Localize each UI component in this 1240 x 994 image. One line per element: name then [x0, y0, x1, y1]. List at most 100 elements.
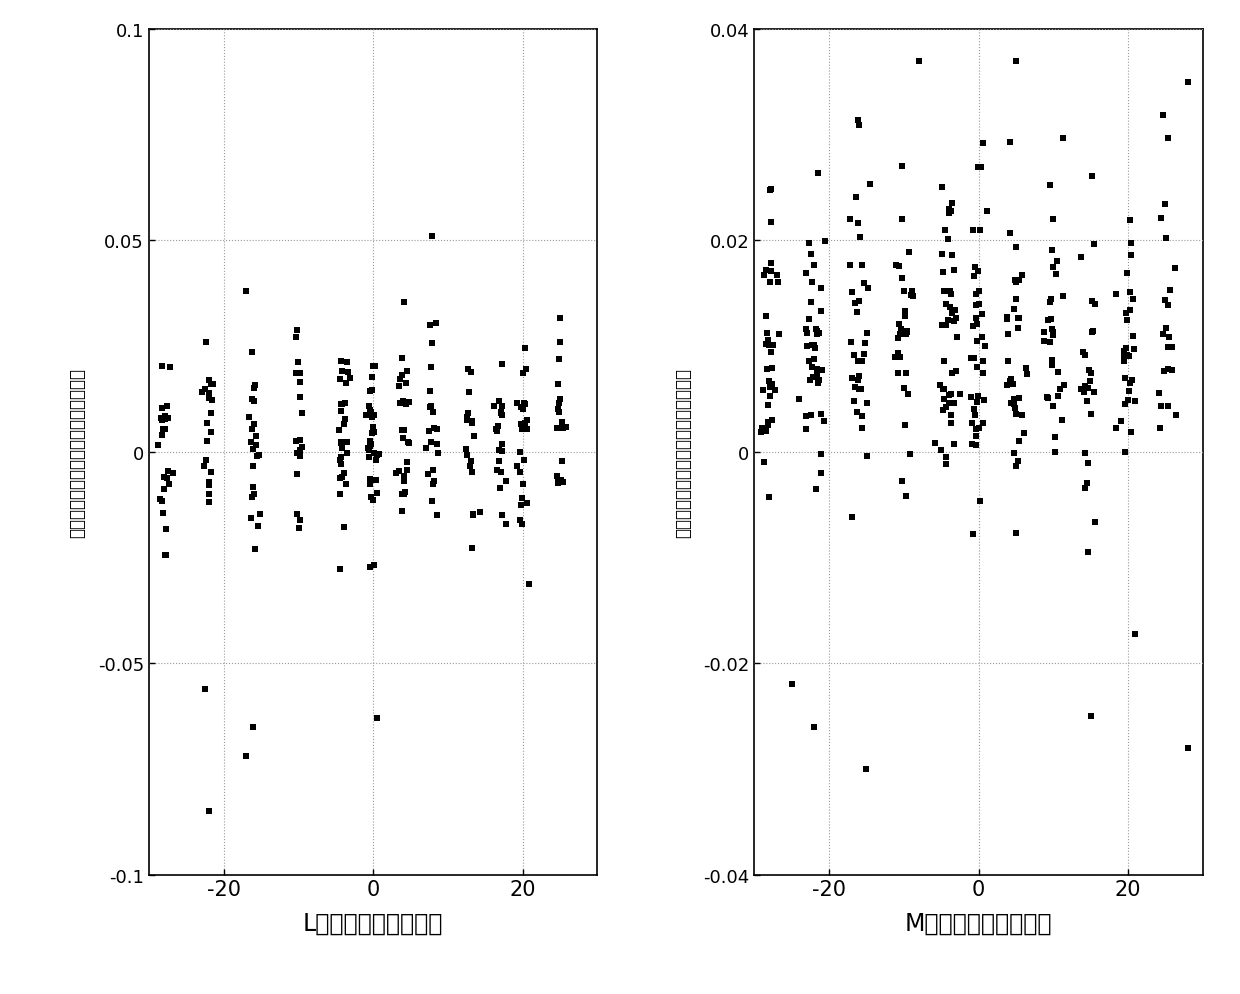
Point — [370, 447, 389, 463]
Point — [331, 456, 351, 472]
Point — [940, 284, 960, 300]
Point — [155, 548, 175, 564]
Point — [396, 397, 415, 413]
Point — [427, 315, 446, 331]
Point — [1001, 372, 1021, 388]
Point — [968, 159, 988, 175]
Point — [763, 361, 782, 377]
Point — [760, 215, 780, 231]
Point — [553, 420, 573, 436]
Point — [1085, 514, 1105, 530]
Point — [361, 437, 381, 453]
Point — [1115, 444, 1135, 460]
Point — [1043, 327, 1063, 343]
Point — [885, 258, 905, 274]
Point — [367, 447, 387, 463]
Point — [936, 456, 956, 472]
Point — [889, 316, 909, 332]
Point — [759, 338, 779, 354]
Point — [330, 470, 350, 486]
Point — [1049, 382, 1069, 398]
Point — [492, 508, 512, 524]
Point — [796, 322, 816, 338]
Point — [290, 448, 310, 464]
Point — [458, 413, 477, 428]
Point — [1125, 341, 1145, 357]
Point — [1043, 399, 1063, 414]
Point — [805, 341, 825, 357]
Point — [331, 456, 351, 472]
Point — [796, 409, 816, 424]
Point — [331, 435, 351, 451]
Point — [930, 442, 950, 458]
Point — [366, 359, 386, 375]
Point — [331, 450, 351, 466]
Point — [512, 491, 532, 507]
Point — [973, 415, 993, 431]
Point — [1038, 313, 1058, 329]
Point — [1152, 399, 1172, 414]
Point — [941, 387, 961, 403]
Point — [1083, 325, 1102, 341]
Point — [463, 464, 482, 480]
Point — [1079, 544, 1099, 560]
Point — [288, 446, 308, 462]
Point — [552, 454, 572, 470]
Point — [360, 399, 379, 414]
Point — [1166, 408, 1185, 423]
Point — [153, 506, 172, 522]
Point — [362, 383, 382, 399]
Point — [756, 326, 776, 342]
Point — [392, 351, 412, 367]
Point — [1042, 243, 1061, 258]
Point — [971, 493, 991, 509]
Point — [806, 321, 826, 337]
Point — [1111, 414, 1131, 429]
Point — [515, 397, 534, 413]
Point — [1120, 376, 1140, 392]
Point — [549, 396, 569, 412]
Point — [155, 409, 175, 424]
Point — [241, 434, 260, 450]
Point — [1157, 320, 1177, 336]
Point — [155, 413, 175, 428]
Point — [515, 421, 534, 437]
Point — [756, 263, 776, 279]
Point — [944, 396, 963, 412]
Point — [160, 359, 180, 375]
Point — [950, 387, 970, 403]
Point — [1045, 444, 1065, 460]
Point — [1007, 407, 1027, 422]
Point — [901, 287, 921, 303]
Point — [394, 422, 414, 438]
Point — [848, 369, 868, 385]
Point — [1043, 353, 1063, 369]
Point — [755, 337, 775, 353]
Point — [293, 406, 312, 421]
Point — [465, 429, 485, 445]
Point — [363, 493, 383, 509]
Point — [200, 373, 219, 389]
Point — [512, 516, 532, 532]
Point — [336, 476, 356, 492]
Point — [939, 312, 959, 328]
Point — [966, 437, 986, 453]
Point — [1166, 260, 1185, 276]
Point — [1120, 349, 1140, 365]
Point — [399, 396, 419, 412]
Point — [968, 296, 988, 312]
Point — [1158, 130, 1178, 146]
Point — [973, 354, 993, 370]
Point — [1009, 433, 1029, 449]
Point — [511, 513, 531, 529]
Point — [361, 384, 381, 400]
Point — [1178, 75, 1198, 90]
Point — [1149, 386, 1169, 402]
Point — [242, 511, 262, 527]
Point — [894, 283, 914, 299]
Point — [464, 506, 484, 522]
Point — [415, 440, 435, 456]
Point — [977, 204, 997, 220]
Point — [489, 418, 508, 434]
Point — [892, 473, 911, 489]
